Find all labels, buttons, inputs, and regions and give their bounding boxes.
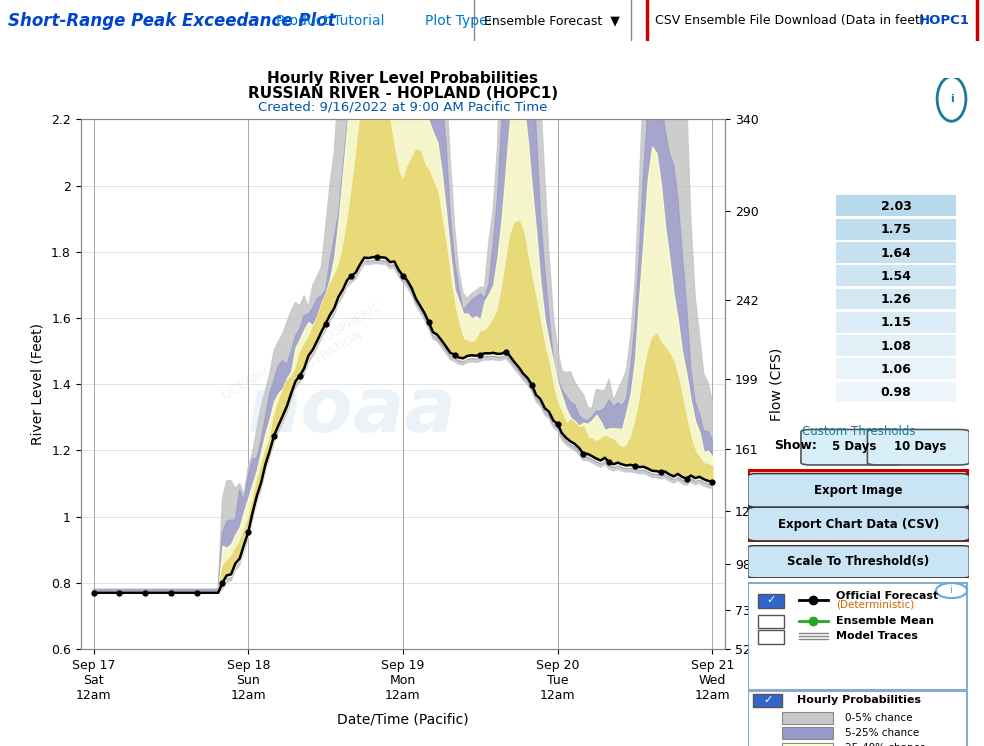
Y-axis label: Flow (CFS): Flow (CFS): [769, 348, 784, 421]
Text: Min: Min: [784, 386, 809, 399]
Text: 1.08: 1.08: [881, 339, 911, 353]
FancyBboxPatch shape: [836, 358, 956, 379]
Text: 10%: 10%: [781, 247, 812, 260]
Text: 10 Days: 10 Days: [894, 440, 947, 454]
Text: Custom Thresholds: Custom Thresholds: [802, 425, 915, 438]
FancyBboxPatch shape: [836, 312, 956, 333]
Text: Max: Max: [782, 200, 811, 213]
FancyBboxPatch shape: [748, 474, 969, 507]
Text: 90%: 90%: [781, 339, 812, 353]
FancyBboxPatch shape: [474, 0, 631, 78]
FancyBboxPatch shape: [836, 381, 956, 403]
FancyBboxPatch shape: [758, 630, 784, 644]
FancyBboxPatch shape: [836, 289, 956, 310]
X-axis label: Date/Time (Pacific): Date/Time (Pacific): [338, 713, 468, 727]
Text: 95%: 95%: [781, 363, 812, 376]
FancyBboxPatch shape: [754, 694, 782, 706]
Text: 5%: 5%: [786, 223, 807, 236]
Text: Export Image: Export Image: [815, 484, 902, 497]
FancyBboxPatch shape: [748, 545, 969, 578]
Text: Official Forecast: Official Forecast: [836, 592, 939, 601]
Text: Created: 9/16/2022 at 9:00 AM Pacific Time: Created: 9/16/2022 at 9:00 AM Pacific Ti…: [258, 101, 548, 113]
Text: 0-5% chance: 0-5% chance: [845, 712, 913, 723]
FancyBboxPatch shape: [782, 727, 833, 739]
FancyBboxPatch shape: [782, 712, 833, 724]
FancyBboxPatch shape: [758, 615, 784, 628]
Text: 1.26: 1.26: [881, 293, 911, 306]
Text: ✓: ✓: [767, 595, 775, 605]
Title: Hourly River Level Probabilities
RUSSIAN RIVER - HOPLAND (HOPC1)
Created: 9/16/2: Hourly River Level Probabilities RUSSIAN…: [0, 745, 1, 746]
Text: Short-Range Peak Exceedance Plot: Short-Range Peak Exceedance Plot: [8, 11, 336, 30]
Text: 2.03: 2.03: [881, 200, 911, 213]
Text: ✓: ✓: [763, 695, 772, 706]
Text: OCEANIC AND ATMOSPHERIC
   ADMINISTRATION: OCEANIC AND ATMOSPHERIC ADMINISTRATION: [220, 300, 392, 416]
FancyBboxPatch shape: [748, 507, 969, 541]
Text: Model Traces: Model Traces: [836, 631, 918, 641]
Text: Ensemble Mean: Ensemble Mean: [836, 615, 935, 626]
Text: 1.06: 1.06: [881, 363, 911, 376]
FancyBboxPatch shape: [748, 583, 967, 690]
Text: 75%: 75%: [781, 316, 812, 330]
Text: Product Tutorial: Product Tutorial: [276, 13, 384, 28]
Y-axis label: River Level (Feet): River Level (Feet): [31, 323, 44, 445]
Text: 1.75: 1.75: [881, 223, 912, 236]
FancyBboxPatch shape: [758, 595, 784, 608]
Text: Scale To Threshold(s): Scale To Threshold(s): [787, 554, 930, 568]
Text: 5-25% chance: 5-25% chance: [845, 728, 919, 738]
Text: RUSSIAN RIVER - HOPLAND (HOPC1): RUSSIAN RIVER - HOPLAND (HOPC1): [248, 86, 558, 101]
Text: 1.54: 1.54: [881, 270, 912, 283]
Text: i: i: [950, 94, 953, 104]
FancyBboxPatch shape: [836, 335, 956, 356]
Text: 50%: 50%: [781, 293, 812, 306]
Text: (Deterministic): (Deterministic): [836, 600, 915, 609]
Text: Show:: Show:: [774, 439, 818, 452]
Text: 25-40% chance: 25-40% chance: [845, 743, 926, 746]
FancyBboxPatch shape: [748, 691, 967, 746]
Text: Hourly Probabilities: Hourly Probabilities: [797, 695, 921, 706]
Circle shape: [937, 77, 966, 121]
Text: 0.98: 0.98: [881, 386, 911, 399]
Text: Chance of River Level
Exceedance (Feet): Chance of River Level Exceedance (Feet): [769, 89, 921, 119]
Text: 5 Days: 5 Days: [831, 440, 877, 454]
FancyBboxPatch shape: [868, 430, 969, 465]
FancyBboxPatch shape: [647, 0, 977, 79]
Text: i: i: [950, 585, 953, 595]
FancyBboxPatch shape: [782, 743, 833, 746]
Text: 25%: 25%: [781, 270, 812, 283]
Text: 1.15: 1.15: [881, 316, 912, 330]
FancyBboxPatch shape: [801, 430, 903, 465]
FancyBboxPatch shape: [836, 219, 956, 239]
Text: Forecast Period:
09/16/2022 5 am - 09/21/2022 5 am: Forecast Period: 09/16/2022 5 am - 09/21…: [744, 151, 947, 174]
FancyBboxPatch shape: [836, 266, 956, 286]
Text: HOPC1: HOPC1: [919, 14, 970, 27]
Text: CSV Ensemble File Download (Data in feet):: CSV Ensemble File Download (Data in feet…: [655, 14, 929, 27]
FancyBboxPatch shape: [836, 195, 956, 216]
Text: Hourly River Level Probabilities: Hourly River Level Probabilities: [268, 71, 538, 86]
FancyBboxPatch shape: [836, 242, 956, 263]
Text: Ensemble Forecast  ▼: Ensemble Forecast ▼: [484, 14, 620, 27]
Text: Plot Type:: Plot Type:: [425, 13, 492, 28]
Text: Export Chart Data (CSV): Export Chart Data (CSV): [778, 518, 939, 530]
Text: 1.64: 1.64: [881, 247, 911, 260]
Text: noaa: noaa: [246, 374, 457, 448]
